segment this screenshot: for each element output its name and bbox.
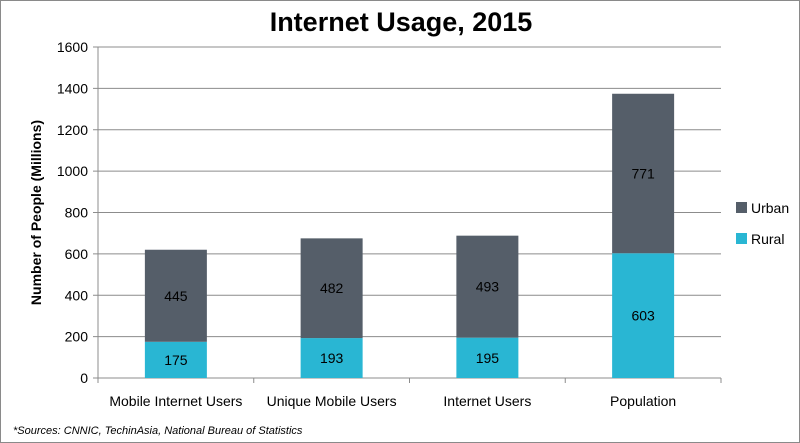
legend-label-urban: Urban	[751, 200, 789, 216]
footnote: *Sources: CNNIC, TechinAsia, National Bu…	[13, 425, 303, 437]
bar-rural	[300, 338, 363, 378]
bar-rural	[612, 253, 675, 378]
bar-urban	[612, 93, 675, 254]
y-axis-label: Number of People (Millions)	[28, 120, 44, 305]
y-tick-label: 600	[65, 246, 89, 262]
data-label: 603	[631, 308, 655, 324]
x-tick-label: Unique Mobile Users	[267, 393, 397, 409]
legend-swatch-rural	[736, 233, 747, 244]
data-label: 771	[631, 166, 655, 182]
x-tick-label: Mobile Internet Users	[109, 393, 242, 409]
bar-urban	[144, 249, 207, 342]
data-label: 175	[164, 352, 188, 368]
chart-title: Internet Usage, 2015	[269, 7, 533, 37]
bar-rural	[456, 337, 519, 378]
bar-urban	[300, 238, 363, 339]
legend-label-rural: Rural	[751, 231, 784, 247]
y-tick-label: 1400	[57, 80, 88, 96]
data-label: 482	[320, 280, 344, 296]
x-tick-label: Internet Users	[443, 393, 531, 409]
y-tick-label: 1200	[57, 122, 88, 138]
bar-rural	[144, 341, 207, 378]
y-tick-label: 0	[80, 370, 88, 386]
y-tick-label: 200	[65, 329, 89, 345]
y-tick-label: 800	[65, 205, 89, 221]
y-tick-label: 400	[65, 287, 89, 303]
x-tick-label: Population	[610, 393, 676, 409]
data-label: 193	[320, 350, 344, 366]
y-tick-label: 1000	[57, 163, 88, 179]
legend-swatch-urban	[736, 202, 747, 213]
y-tick-label: 1600	[57, 39, 88, 55]
data-label: 493	[476, 279, 500, 295]
data-label: 445	[164, 288, 188, 304]
data-label: 195	[476, 350, 500, 366]
bar-urban	[456, 235, 519, 338]
